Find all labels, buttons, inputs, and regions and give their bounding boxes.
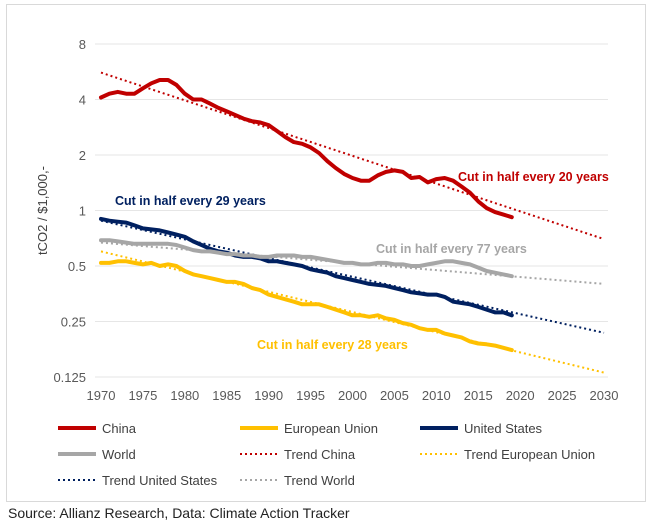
- legend-label: European Union: [284, 421, 378, 436]
- y-axis-title: tCO2 / $1,000,-: [35, 166, 50, 255]
- x-tick-label: 2015: [464, 388, 493, 403]
- series-line-trend-united-states: [100, 219, 605, 334]
- x-tick-label: 1985: [212, 388, 241, 403]
- legend-label: Trend China: [284, 447, 356, 462]
- legend-label: Trend European Union: [464, 447, 595, 462]
- legend-label: World: [102, 447, 136, 462]
- series-line-european-union: [99, 259, 514, 353]
- y-tick-label: 2: [79, 148, 86, 163]
- x-tick-label: 2010: [422, 388, 451, 403]
- y-tick-label: 0.25: [61, 315, 86, 330]
- x-tick-label: 1990: [254, 388, 283, 403]
- series-line-china: [99, 78, 514, 220]
- series-line-trend-world: [100, 241, 605, 285]
- y-tick-label: 1: [79, 204, 86, 219]
- legend-label: Trend United States: [102, 473, 218, 488]
- series-line-world: [99, 238, 514, 279]
- legend-label: Trend World: [284, 473, 355, 488]
- x-tick-label: 1970: [87, 388, 116, 403]
- series-line-united-states: [99, 216, 514, 318]
- y-tick-label: 0.5: [68, 259, 86, 274]
- annotation-label: Cut in half every 29 years: [115, 194, 266, 208]
- legend-label: China: [102, 421, 137, 436]
- x-tick-label: 1975: [128, 388, 157, 403]
- line-chart: 0.125 0.25 0.5 1 2 4 8 1970 1975 1980 1985 1990 1995…: [35, 37, 619, 488]
- series-line-trend-china: [100, 71, 605, 241]
- y-tick-label: 0.125: [53, 370, 86, 385]
- x-tick-label: 1995: [296, 388, 325, 403]
- annotation-label: Cut in half every 28 years: [257, 338, 408, 352]
- annotation-label: Cut in half every 20 years: [458, 170, 609, 184]
- y-tick-label: 4: [79, 93, 86, 108]
- x-tick-label: 2000: [338, 388, 367, 403]
- annotation-label: Cut in half every 77 years: [376, 242, 527, 256]
- y-tick-label: 8: [79, 37, 86, 52]
- x-tick-label: 2025: [548, 388, 577, 403]
- x-tick-label: 2005: [380, 388, 409, 403]
- series-line-trend-european-union: [100, 250, 605, 374]
- legend-label: United States: [464, 421, 543, 436]
- source-note: Source: Allianz Research, Data: Climate …: [8, 505, 350, 521]
- x-tick-label: 2020: [506, 388, 535, 403]
- x-tick-label: 1980: [170, 388, 199, 403]
- x-tick-label: 2030: [590, 388, 619, 403]
- chart-frame: [6, 4, 646, 502]
